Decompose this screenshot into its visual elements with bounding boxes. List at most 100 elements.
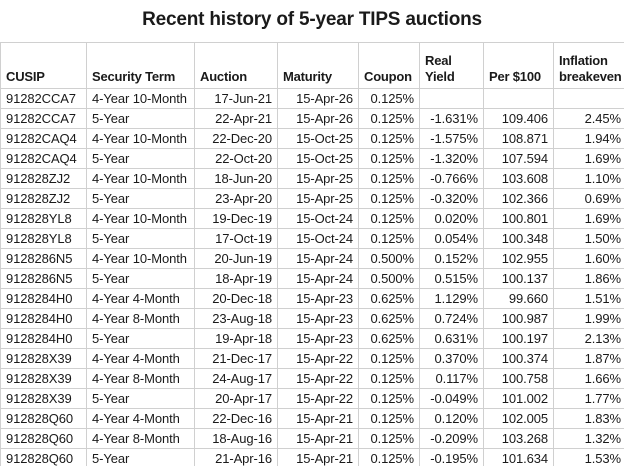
cell-cusip: 912828Q60 [0, 428, 87, 449]
cell-per-100: 100.758 [483, 368, 554, 389]
cell-coupon: 0.125% [358, 368, 420, 389]
cell-inflation-breakeven: 1.69% [553, 148, 624, 169]
cell-maturity: 15-Apr-25 [277, 188, 359, 209]
cell-cusip: 912828X39 [0, 388, 87, 409]
cell-inflation-breakeven [553, 88, 624, 109]
cell-maturity: 15-Apr-26 [277, 88, 359, 109]
cell-per-100: 100.374 [483, 348, 554, 369]
cell-maturity: 15-Apr-21 [277, 448, 359, 466]
cell-real-yield: -0.766% [419, 168, 484, 189]
cell-per-100: 103.268 [483, 428, 554, 449]
cell-auction: 18-Aug-16 [194, 428, 278, 449]
cell-maturity: 15-Apr-21 [277, 428, 359, 449]
cell-per-100: 109.406 [483, 108, 554, 129]
cell-auction: 20-Apr-17 [194, 388, 278, 409]
cell-auction: 22-Oct-20 [194, 148, 278, 169]
table-row: 912828ZJ2 4-Year 10-Month 18-Jun-20 15-Apr-… [0, 168, 624, 189]
cell-security-term: 5-Year [86, 388, 195, 409]
cell-real-yield: 0.724% [419, 308, 484, 329]
cell-cusip: 9128284H0 [0, 288, 87, 309]
cell-auction: 21-Apr-16 [194, 448, 278, 466]
cell-auction: 22-Dec-20 [194, 128, 278, 149]
cell-real-yield: 0.054% [419, 228, 484, 249]
header-cell-security-term: Security Term [86, 42, 195, 89]
cell-per-100: 102.005 [483, 408, 554, 429]
cell-maturity: 15-Apr-23 [277, 288, 359, 309]
cell-security-term: 5-Year [86, 148, 195, 169]
table-row: 9128284H0 4-Year 8-Month 23-Aug-18 15-Apr-2… [0, 308, 624, 329]
cell-inflation-breakeven: 1.69% [553, 208, 624, 229]
header-cell-coupon: Coupon [358, 42, 420, 89]
cell-auction: 19-Dec-19 [194, 208, 278, 229]
cell-auction: 24-Aug-17 [194, 368, 278, 389]
table-row: 912828X39 5-Year 20-Apr-17 15-Apr-22 0.125% -… [0, 388, 624, 409]
cell-per-100: 100.197 [483, 328, 554, 349]
cell-per-100: 100.987 [483, 308, 554, 329]
cell-security-term: 4-Year 10-Month [86, 168, 195, 189]
table-row: 912828Q60 5-Year 21-Apr-16 15-Apr-21 0.125% -… [0, 448, 624, 466]
cell-inflation-breakeven: 0.69% [553, 188, 624, 209]
cell-coupon: 0.125% [358, 228, 420, 249]
cell-auction: 22-Dec-16 [194, 408, 278, 429]
cell-cusip: 91282CCA7 [0, 88, 87, 109]
cell-coupon: 0.625% [358, 308, 420, 329]
cell-real-yield [419, 88, 484, 109]
cell-maturity: 15-Oct-24 [277, 228, 359, 249]
cell-cusip: 91282CAQ4 [0, 128, 87, 149]
cell-cusip: 912828X39 [0, 368, 87, 389]
cell-auction: 20-Dec-18 [194, 288, 278, 309]
cell-security-term: 4-Year 10-Month [86, 208, 195, 229]
cell-real-yield: -0.195% [419, 448, 484, 466]
cell-inflation-breakeven: 2.13% [553, 328, 624, 349]
cell-per-100: 101.634 [483, 448, 554, 466]
cell-auction: 18-Apr-19 [194, 268, 278, 289]
table-row: 912828YL8 4-Year 10-Month 19-Dec-19 15-Oct-… [0, 208, 624, 229]
cell-per-100: 108.871 [483, 128, 554, 149]
table-row: 91282CCA7 4-Year 10-Month 17-Jun-21 15-Apr-… [0, 88, 624, 109]
cell-inflation-breakeven: 1.66% [553, 368, 624, 389]
header-cell-maturity: Maturity [277, 42, 359, 89]
table-row: 91282CAQ4 5-Year 22-Oct-20 15-Oct-25 0.125% -… [0, 148, 624, 169]
table-row: 912828X39 4-Year 8-Month 24-Aug-17 15-Apr-2… [0, 368, 624, 389]
cell-inflation-breakeven: 1.86% [553, 268, 624, 289]
table-row: 9128286N5 5-Year 18-Apr-19 15-Apr-24 0.500% 0… [0, 268, 624, 289]
cell-real-yield: 0.152% [419, 248, 484, 269]
cell-inflation-breakeven: 2.45% [553, 108, 624, 129]
cell-coupon: 0.625% [358, 328, 420, 349]
cell-inflation-breakeven: 1.60% [553, 248, 624, 269]
cell-coupon: 0.500% [358, 268, 420, 289]
cell-security-term: 5-Year [86, 328, 195, 349]
cell-cusip: 912828Q60 [0, 448, 87, 466]
cell-real-yield: -1.575% [419, 128, 484, 149]
cell-maturity: 15-Apr-22 [277, 368, 359, 389]
cell-maturity: 15-Oct-25 [277, 128, 359, 149]
cell-security-term: 5-Year [86, 108, 195, 129]
table-row: 9128286N5 4-Year 10-Month 20-Jun-19 15-Apr-… [0, 248, 624, 269]
cell-coupon: 0.125% [358, 408, 420, 429]
table-row: 912828Q60 4-Year 4-Month 22-Dec-16 15-Apr-2… [0, 408, 624, 429]
cell-security-term: 5-Year [86, 188, 195, 209]
cell-cusip: 91282CAQ4 [0, 148, 87, 169]
table-row: 912828YL8 5-Year 17-Oct-19 15-Oct-24 0.125% 0… [0, 228, 624, 249]
cell-coupon: 0.125% [358, 188, 420, 209]
cell-inflation-breakeven: 1.87% [553, 348, 624, 369]
header-cell-auction: Auction [194, 42, 278, 89]
table-row: 9128284H0 5-Year 19-Apr-18 15-Apr-23 0.625% 0… [0, 328, 624, 349]
cell-per-100: 102.955 [483, 248, 554, 269]
cell-per-100: 99.660 [483, 288, 554, 309]
cell-auction: 23-Apr-20 [194, 188, 278, 209]
cell-maturity: 15-Apr-24 [277, 268, 359, 289]
cell-real-yield: 0.117% [419, 368, 484, 389]
cell-security-term: 5-Year [86, 228, 195, 249]
cell-per-100: 103.608 [483, 168, 554, 189]
cell-cusip: 9128286N5 [0, 248, 87, 269]
cell-per-100: 100.137 [483, 268, 554, 289]
cell-security-term: 4-Year 4-Month [86, 348, 195, 369]
header-cell-cusip: CUSIP [0, 42, 87, 89]
cell-coupon: 0.125% [358, 348, 420, 369]
table-row: 912828X39 4-Year 4-Month 21-Dec-17 15-Apr-2… [0, 348, 624, 369]
cell-real-yield: 0.370% [419, 348, 484, 369]
cell-auction: 17-Oct-19 [194, 228, 278, 249]
cell-coupon: 0.125% [358, 388, 420, 409]
cell-real-yield: 0.631% [419, 328, 484, 349]
